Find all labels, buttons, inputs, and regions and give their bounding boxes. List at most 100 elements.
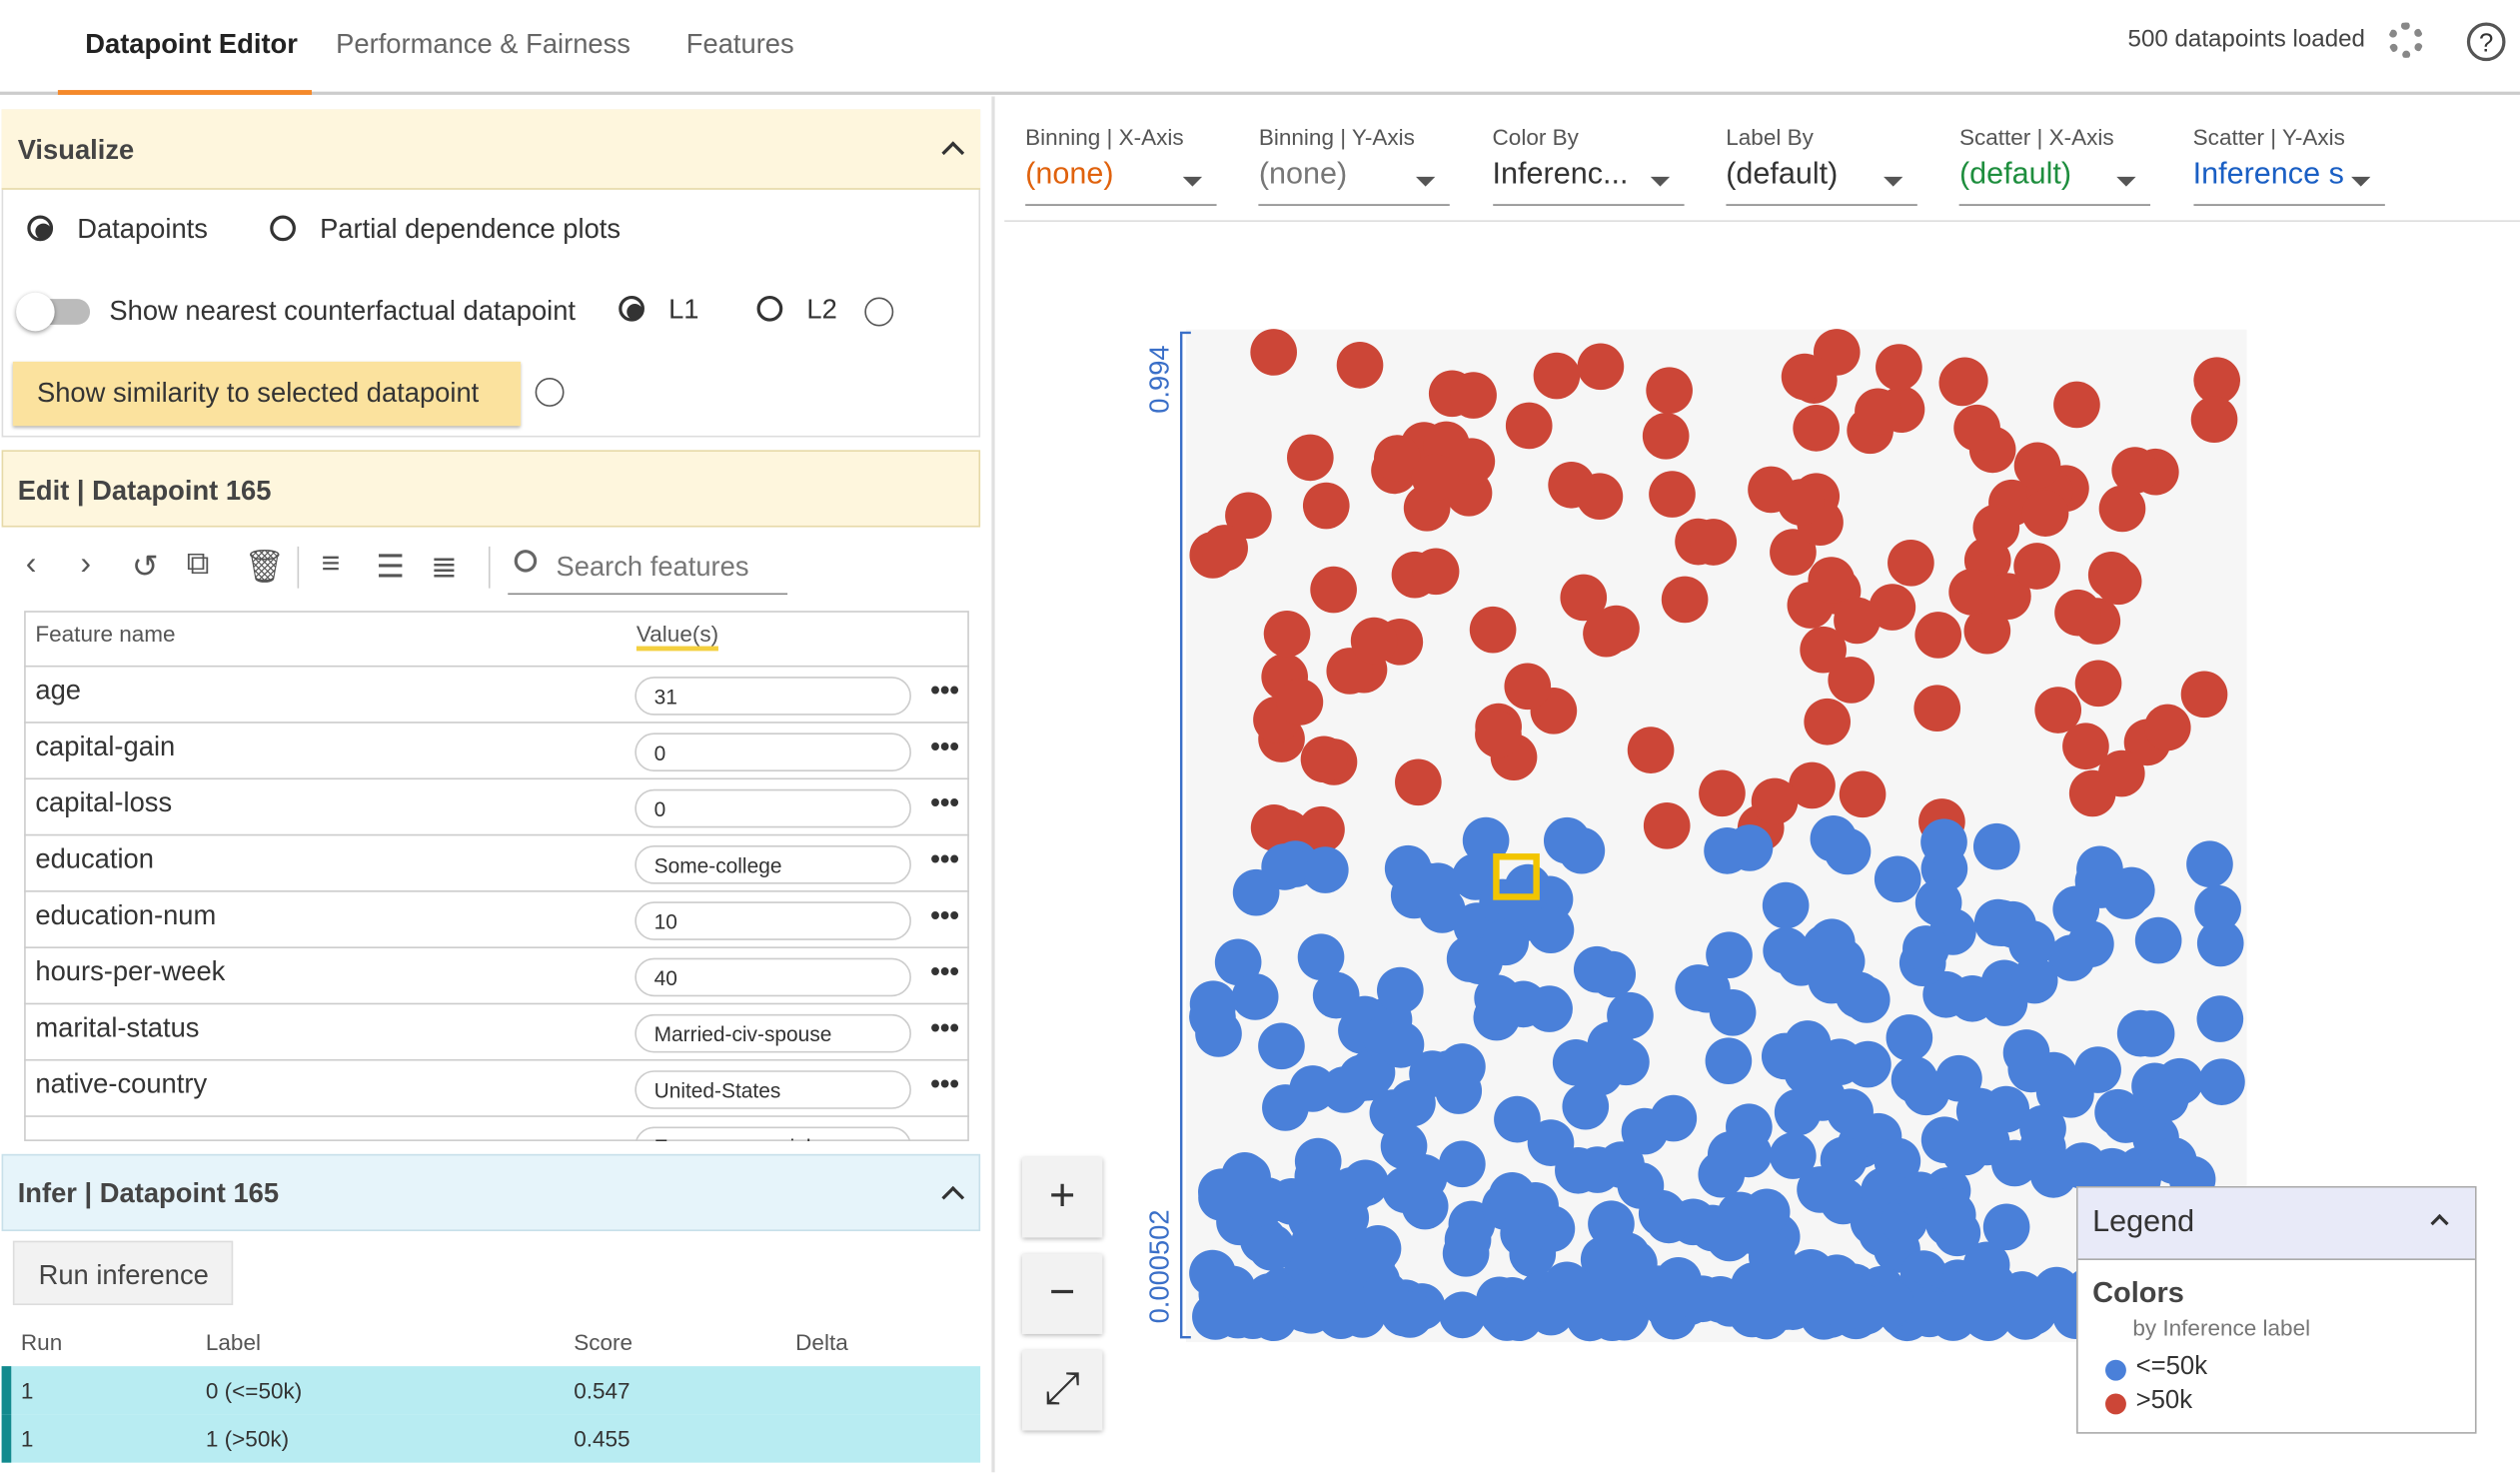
datapoint: [1248, 1224, 1296, 1271]
datapoint: [2193, 357, 2241, 405]
zoom-button[interactable]: +: [1021, 1157, 1103, 1238]
feature-value[interactable]: Some-college: [634, 845, 911, 884]
toolbar-button[interactable]: ‹: [25, 546, 37, 583]
row-menu[interactable]: •••: [930, 843, 959, 874]
zoom-button[interactable]: ⤢: [1021, 1350, 1103, 1431]
help-icon[interactable]: ?: [2466, 22, 2506, 62]
datapoint: [1901, 1287, 1949, 1335]
dropdown[interactable]: Inferenc...: [1492, 158, 1684, 206]
result-cell: 1 (>50k): [205, 1425, 290, 1452]
feature-value[interactable]: United-States: [634, 1070, 911, 1109]
datapoint: [1189, 1249, 1236, 1297]
dropdown[interactable]: (none): [1258, 158, 1451, 206]
datapoint: [1456, 937, 1503, 985]
datapoint: [1583, 610, 1630, 658]
toolbar-button[interactable]: 🗑: [244, 550, 286, 586]
row-menu[interactable]: •••: [930, 899, 959, 931]
toolbar-button[interactable]: ›: [80, 546, 92, 583]
datapoint: [1646, 367, 1693, 414]
radio-label[interactable]: Partial dependence plots: [320, 213, 622, 245]
feature-value[interactable]: Married-civ-spouse: [634, 1013, 911, 1053]
datapoint: [1980, 979, 2028, 1026]
datapoint: [1340, 646, 1388, 694]
radio[interactable]: [619, 295, 644, 322]
datapoint: [1962, 1118, 2010, 1166]
radio[interactable]: [27, 215, 54, 242]
run-inference-button[interactable]: Run inference: [12, 1240, 234, 1306]
search-box[interactable]: Search features: [508, 547, 788, 596]
toolbar-button[interactable]: ☰: [376, 550, 406, 586]
datapoint: [1294, 1152, 1342, 1200]
datapoint: [1289, 1065, 1337, 1112]
datapoint: [1490, 734, 1538, 781]
datapoint: [1512, 1181, 1559, 1229]
controls-divider: [1004, 220, 2520, 222]
feature-value[interactable]: 0: [634, 733, 911, 772]
toolbar-button[interactable]: ≣: [431, 550, 459, 586]
toolbar-button[interactable]: ⧉: [186, 546, 210, 583]
datapoint: [2068, 769, 2116, 817]
datapoint: [1763, 927, 1810, 974]
datapoint: [1920, 1116, 1968, 1164]
datapoint: [1731, 1262, 1778, 1309]
toolbar-button[interactable]: ≡: [321, 546, 341, 583]
radio[interactable]: [270, 215, 296, 242]
feature-value[interactable]: 0: [634, 788, 911, 828]
feature-value[interactable]: 10: [634, 901, 911, 940]
result-cell: 0.455: [574, 1425, 630, 1452]
datapoint: [1784, 1048, 1832, 1095]
datapoint: [1338, 1054, 1386, 1101]
datapoint: [2025, 467, 2073, 515]
row-menu[interactable]: •••: [930, 731, 959, 762]
datapoint: [1977, 899, 2025, 946]
datapoint: [1940, 357, 1988, 405]
row-menu[interactable]: •••: [930, 1068, 959, 1100]
datapoint: [1527, 1288, 1575, 1336]
radio-label[interactable]: L1: [668, 294, 699, 325]
datapoint: [1198, 1271, 1246, 1318]
settings-icon[interactable]: [2388, 22, 2424, 58]
dropdown[interactable]: (none): [1025, 158, 1217, 206]
datapoint: [1291, 1219, 1338, 1266]
datapoint: [1224, 1189, 1271, 1236]
datapoint: [2029, 1151, 2077, 1198]
row-menu[interactable]: •••: [930, 1124, 959, 1156]
datapoint: [1448, 438, 1496, 485]
row-menu[interactable]: •••: [930, 955, 959, 987]
datapoint: [1548, 461, 1595, 509]
datapoint: [1787, 582, 1835, 629]
dropdown[interactable]: Inference s: [2192, 158, 2385, 206]
zoom-button[interactable]: −: [1021, 1253, 1103, 1334]
datapoint: [1530, 687, 1578, 735]
datapoint: [1411, 454, 1459, 502]
datapoint: [2010, 956, 2058, 1004]
tab[interactable]: Datapoint Editor: [85, 28, 298, 60]
info-icon[interactable]: [864, 297, 894, 327]
datapoint: [1374, 435, 1421, 482]
datapoint: [1884, 1294, 1931, 1342]
dropdown-arrow: [2350, 176, 2370, 187]
similarity-button[interactable]: Show similarity to selected datapoint: [12, 361, 522, 427]
dropdown[interactable]: (default): [1726, 158, 1917, 206]
row-menu[interactable]: •••: [930, 675, 959, 707]
dropdown[interactable]: (default): [1958, 158, 2151, 206]
tab[interactable]: Features: [685, 28, 794, 60]
datapoint: [1224, 1154, 1271, 1201]
radio-label[interactable]: L2: [806, 294, 837, 325]
feature-value[interactable]: 31: [634, 677, 911, 716]
datapoint: [1474, 974, 1521, 1022]
radio[interactable]: [756, 295, 783, 322]
dropdown-label: Label By: [1726, 123, 1814, 150]
datapoint: [2149, 1137, 2197, 1184]
datapoint: [1527, 906, 1575, 954]
tab[interactable]: Performance & Fairness: [336, 28, 630, 60]
toolbar-button[interactable]: ↺: [131, 550, 159, 586]
datapoint: [1543, 816, 1591, 864]
feature-value[interactable]: 40: [634, 957, 911, 997]
result-cell: 1: [20, 1425, 34, 1452]
datapoint: [1787, 1248, 1835, 1296]
row-menu[interactable]: •••: [930, 1012, 959, 1043]
radio-label[interactable]: Datapoints: [77, 213, 208, 245]
info-icon[interactable]: [535, 377, 565, 407]
row-menu[interactable]: •••: [930, 787, 959, 818]
